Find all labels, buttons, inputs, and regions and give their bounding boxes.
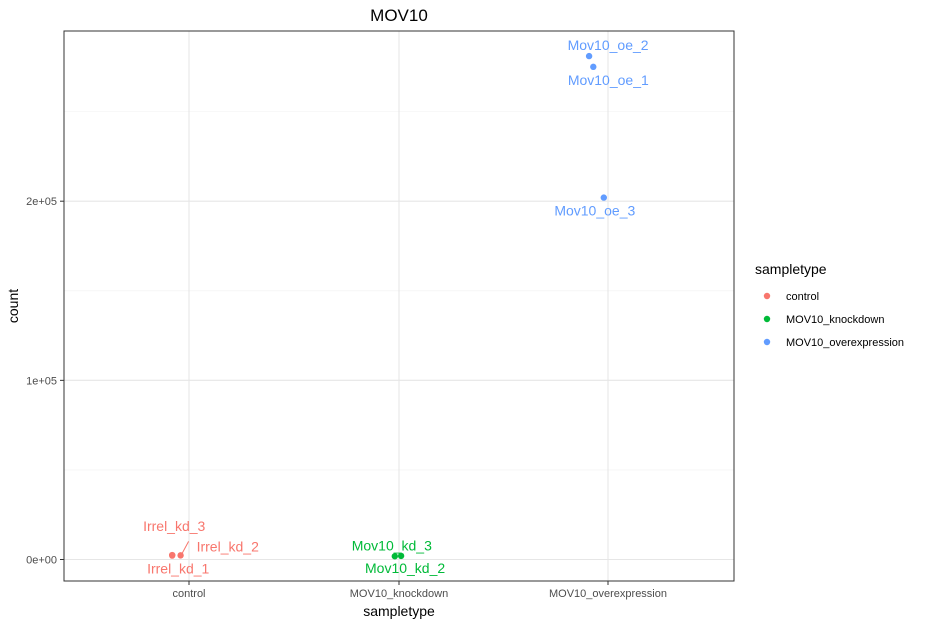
- x-tick-label: MOV10_overexpression: [549, 588, 667, 600]
- data-point: [397, 552, 405, 560]
- point-labels: Irrel_kd_1 Irrel_kd_2 Irrel_kd_3 Mov10_kd_2…: [143, 37, 649, 576]
- data-point: [585, 52, 593, 60]
- legend-title: sampletype: [755, 261, 827, 277]
- plot-title: MOV10: [370, 6, 428, 25]
- y-tick-label: 2e+05: [26, 196, 57, 208]
- point-label: Irrel_kd_2: [197, 538, 259, 554]
- point-label: Mov10_kd_2: [365, 560, 445, 576]
- point-label: Irrel_kd_1: [147, 561, 209, 577]
- plot-panel: [63, 30, 735, 582]
- y-tick-label: 1e+05: [26, 375, 57, 387]
- legend-label: MOV10_knockdown: [786, 314, 884, 326]
- point-label: Mov10_kd_3: [352, 537, 432, 553]
- data-point: [177, 552, 184, 559]
- data-point: [169, 551, 176, 559]
- y-tick-label: 0e+00: [26, 555, 57, 567]
- point-label: Mov10_oe_2: [568, 37, 649, 53]
- axes: 0e+00 1e+05 2e+05 control MOV10_knockdown MOV…: [26, 196, 667, 600]
- data-point: [590, 63, 597, 71]
- legend-key: [763, 292, 771, 300]
- legend-key: [763, 315, 771, 323]
- x-axis-title: sampletype: [363, 603, 435, 619]
- legend: sampletype control MOV10_knockdown MOV10_o…: [755, 261, 904, 349]
- legend-key: [763, 338, 771, 346]
- point-label: Irrel_kd_3: [143, 518, 205, 534]
- data-points: [169, 52, 607, 560]
- legend-label: control: [786, 291, 819, 303]
- legend-label: MOV10_overexpression: [786, 337, 904, 349]
- y-axis-title: count: [5, 289, 21, 323]
- point-label: Mov10_oe_3: [554, 203, 635, 219]
- x-tick-label: MOV10_knockdown: [350, 588, 448, 600]
- point-label: Mov10_oe_1: [568, 72, 649, 88]
- label-leader-line: [181, 541, 190, 555]
- data-point: [600, 194, 607, 201]
- data-point: [391, 553, 398, 560]
- x-tick-label: control: [172, 588, 205, 600]
